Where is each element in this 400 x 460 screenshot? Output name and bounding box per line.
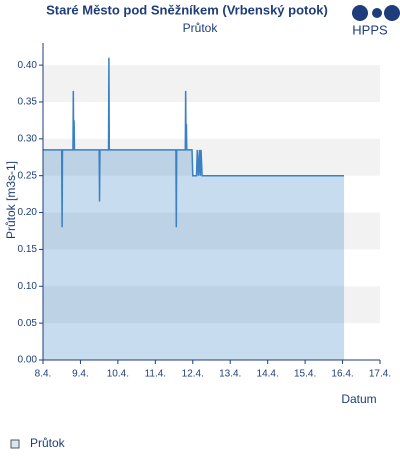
x-tick-label: 9.4. <box>72 369 89 380</box>
grid-band <box>43 65 380 102</box>
y-tick-label: 0.05 <box>18 318 38 329</box>
y-tick-label: 0.25 <box>18 170 38 181</box>
y-tick-label: 0.15 <box>18 244 38 255</box>
x-tick-label: 14.4. <box>257 369 279 380</box>
area <box>43 57 345 360</box>
plot: 0.00 0.05 0.10 0.15 0.20 0.25 0.30 0.35 0.40 8.4.… <box>18 43 391 380</box>
logo-circle <box>372 8 382 18</box>
y-tick-label: 0.20 <box>18 207 38 218</box>
x-tick-label: 16.4. <box>331 369 353 380</box>
y-tick-label: 0.10 <box>18 281 38 292</box>
x-tick-label: 11.4. <box>145 369 167 380</box>
logo-circle <box>352 5 368 21</box>
y-tick-label: 0.30 <box>18 133 38 144</box>
x-axis-title: Datum <box>341 392 376 406</box>
grid-band <box>43 212 380 250</box>
logo-text: HPPS <box>352 22 388 37</box>
legend-swatch <box>10 439 20 449</box>
chart-subtitle: Průtok <box>183 21 219 35</box>
x-tick-label: 8.4. <box>35 369 52 380</box>
x-tick-label: 10.4. <box>107 369 129 380</box>
x-tick-label: 12.4. <box>182 369 204 380</box>
x-tick-label: 15.4. <box>294 369 316 380</box>
grid-band <box>43 286 380 324</box>
legend-label: Průtok <box>30 436 66 450</box>
y-tick-label: 0.00 <box>18 355 38 366</box>
y-tick-label: 0.40 <box>18 60 38 71</box>
x-tick-label: 17.4. <box>369 369 391 380</box>
x-tick-label: 13.4. <box>219 369 241 380</box>
y-tick-label: 0.35 <box>18 97 38 108</box>
area-line <box>43 57 345 228</box>
y-axis-title: Průtok [m3s-1] <box>4 161 18 239</box>
logo-circle <box>384 5 400 21</box>
chart-title: Staré Město pod Sněžníkem (Vrbenský poto… <box>46 2 328 17</box>
